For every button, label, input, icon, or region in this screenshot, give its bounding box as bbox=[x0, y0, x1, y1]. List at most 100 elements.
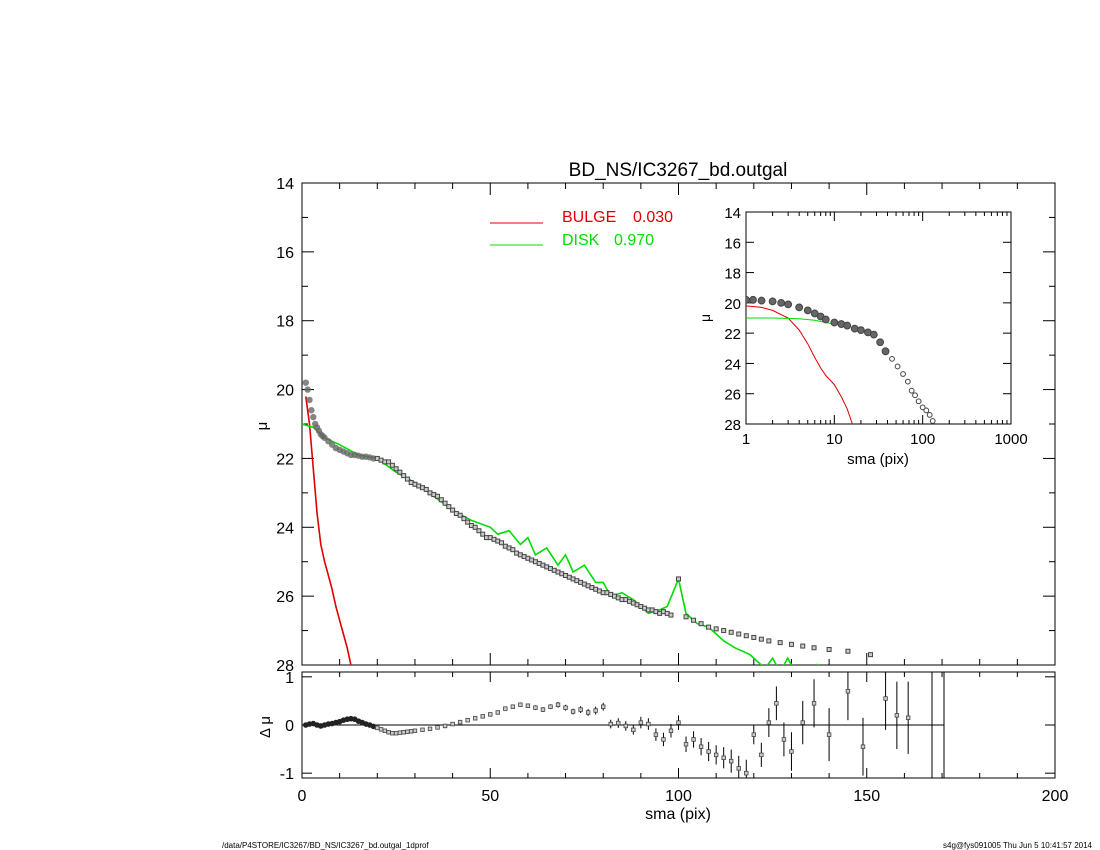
inset-data-point bbox=[777, 298, 786, 307]
residual-point bbox=[653, 732, 659, 737]
main-bulge-line bbox=[305, 396, 352, 665]
main-y-tick-label: 24 bbox=[276, 520, 294, 537]
inset-ticks: 14 16 18 20 22 24 26 281 10 100 1000 bbox=[724, 205, 1027, 448]
main-data-point bbox=[706, 624, 712, 630]
main-data-point bbox=[393, 466, 399, 472]
residual-point bbox=[386, 730, 391, 735]
main-data-point bbox=[302, 379, 309, 386]
main-y-tick-label: 18 bbox=[276, 314, 294, 331]
residual-x-tick-label: 200 bbox=[1042, 788, 1069, 805]
main-data-point bbox=[461, 516, 467, 522]
inset-bulge-line bbox=[746, 305, 853, 424]
inset-data-point bbox=[881, 347, 890, 356]
inset-y-tick-label: 20 bbox=[724, 296, 741, 313]
residual-point bbox=[638, 720, 644, 725]
residual-y-tick-label: 1 bbox=[285, 670, 294, 687]
main-profile-panel: 14 16 18 20 22 24 26 28 μ BULGE 0.030 DISK 0.97… bbox=[254, 176, 1056, 675]
main-data-point bbox=[476, 528, 482, 534]
main-series bbox=[302, 379, 874, 665]
residual-point bbox=[729, 758, 734, 764]
residual-point bbox=[533, 705, 538, 710]
inset-data-point bbox=[915, 398, 922, 405]
main-data-point bbox=[310, 413, 317, 421]
inset-data-point bbox=[810, 309, 819, 318]
main-data-point bbox=[457, 512, 463, 518]
residual-point bbox=[570, 709, 576, 714]
main-disk-line bbox=[302, 423, 819, 665]
residual-x-axis-label: sma (pix) bbox=[645, 806, 711, 823]
residual-series bbox=[302, 672, 945, 778]
main-data-point bbox=[389, 462, 395, 468]
main-y-tick-label: 20 bbox=[276, 383, 294, 400]
legend-disk-value: 0.970 bbox=[614, 232, 654, 249]
inset-data-point bbox=[889, 355, 895, 362]
residual-point bbox=[668, 728, 674, 733]
residual-point bbox=[563, 705, 568, 710]
main-y-axis-label: μ bbox=[254, 422, 271, 431]
residual-point bbox=[698, 744, 704, 749]
residual-point bbox=[736, 766, 741, 771]
residual-x-tick-label: 100 bbox=[665, 788, 692, 805]
main-data-point bbox=[472, 524, 478, 530]
main-data-point bbox=[404, 476, 410, 482]
main-data-point bbox=[438, 497, 444, 503]
inset-data-point bbox=[923, 407, 930, 414]
main-data-point bbox=[788, 641, 794, 647]
main-data-point bbox=[308, 407, 315, 414]
legend-disk-name: DISK bbox=[562, 232, 600, 249]
residual-point bbox=[616, 720, 621, 726]
main-y-tick-label: 22 bbox=[276, 451, 294, 468]
residual-point bbox=[540, 707, 546, 712]
inset-data-point bbox=[843, 321, 852, 330]
main-data-point bbox=[728, 629, 734, 635]
residual-point bbox=[631, 727, 636, 733]
residual-point bbox=[766, 720, 772, 725]
residual-point bbox=[488, 712, 493, 717]
residual-point bbox=[457, 719, 463, 725]
residual-point bbox=[397, 730, 403, 735]
inset-data-point bbox=[869, 330, 878, 339]
residual-point bbox=[427, 726, 433, 732]
residual-point bbox=[378, 727, 384, 732]
residual-point bbox=[623, 723, 628, 729]
inset-x-tick-label: 1000 bbox=[994, 431, 1027, 448]
residual-point bbox=[894, 713, 900, 718]
inset-data-point bbox=[912, 392, 918, 399]
main-data-point bbox=[401, 473, 407, 479]
inset-y-tick-label: 26 bbox=[724, 387, 741, 404]
main-data-point bbox=[510, 547, 516, 553]
residual-ticks: 10-10 50 100 150 200 bbox=[280, 670, 1069, 805]
inset-data-point bbox=[757, 296, 766, 305]
residual-point bbox=[435, 725, 440, 730]
residual-point bbox=[706, 749, 711, 754]
main-data-point bbox=[306, 396, 313, 404]
inset-data-point bbox=[784, 300, 793, 309]
main-data-point bbox=[777, 640, 783, 646]
footer-timestamp: s4g@fys091005 Thu Jun 5 10:41:57 2014 bbox=[943, 841, 1092, 850]
main-data-point bbox=[691, 617, 697, 623]
residual-point bbox=[676, 720, 681, 725]
main-data-point bbox=[386, 459, 392, 465]
residual-point bbox=[608, 721, 613, 727]
residual-y-tick-label: -1 bbox=[280, 766, 294, 783]
inset-data-point bbox=[908, 387, 915, 394]
residual-point bbox=[774, 701, 779, 706]
legend-bulge-value: 0.030 bbox=[633, 209, 673, 226]
inset-x-tick-label: 10 bbox=[826, 431, 843, 448]
residual-point bbox=[420, 727, 425, 733]
inset-series bbox=[746, 295, 936, 424]
inset-data-point bbox=[850, 324, 859, 333]
residual-point bbox=[800, 720, 805, 725]
inset-y-tick-label: 24 bbox=[724, 356, 741, 373]
inset-data-point bbox=[768, 297, 777, 306]
residual-point bbox=[683, 742, 689, 747]
main-data-point bbox=[465, 519, 471, 525]
residual-point bbox=[401, 730, 406, 735]
inset-data-point bbox=[919, 404, 926, 411]
residual-point bbox=[390, 730, 395, 736]
main-data-point bbox=[800, 643, 806, 649]
main-data-point bbox=[446, 504, 452, 510]
main-data-point bbox=[758, 636, 764, 642]
residual-point bbox=[691, 737, 696, 742]
